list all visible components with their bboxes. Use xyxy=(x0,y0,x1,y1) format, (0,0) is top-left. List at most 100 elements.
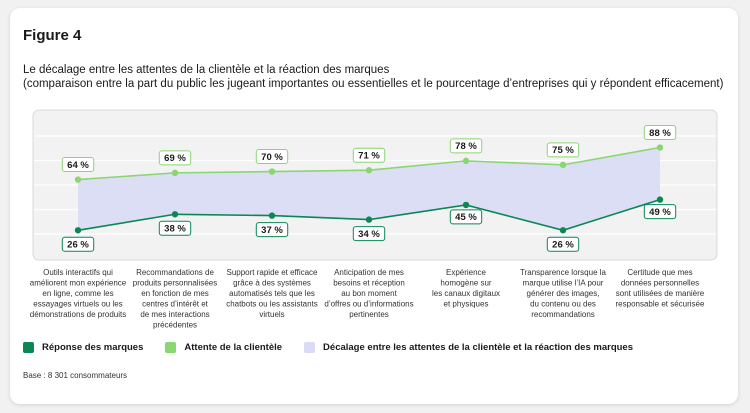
data-label-customer-box xyxy=(255,149,289,165)
data-label-brand: 38 % xyxy=(164,224,186,235)
x-tick-label-line: démonstrations de produits xyxy=(30,310,127,319)
point-customer xyxy=(656,144,664,151)
data-label-brand-box xyxy=(643,204,677,220)
data-label-brand: 37 % xyxy=(261,225,283,236)
data-label-customer-box xyxy=(546,142,580,158)
point-customer xyxy=(74,176,82,183)
x-tick-label-line: recommandations xyxy=(531,310,595,319)
chart-legend: Réponse des marques Attente de la client… xyxy=(23,342,655,353)
point-brand xyxy=(656,196,664,203)
legend-item-brand: Réponse des marques xyxy=(23,342,143,353)
x-tick-label-line: chatbots ou les assistants xyxy=(226,300,318,309)
x-tick-label-line: essayages virtuels ou les xyxy=(33,300,122,309)
point-brand xyxy=(74,227,82,234)
point-customer xyxy=(559,161,567,169)
point-customer xyxy=(268,168,276,175)
point-brand xyxy=(559,227,567,234)
data-label-customer: 64 % xyxy=(67,160,89,171)
x-tick-label-line: au bon moment xyxy=(341,289,397,298)
x-tick-label-line: du contenu ou des xyxy=(530,300,596,309)
legend-item-customer: Attente de la clientèle xyxy=(165,342,282,353)
data-label-customer-box xyxy=(61,157,95,173)
point-customer xyxy=(365,167,373,174)
x-tick-label-line: Expérience xyxy=(446,268,487,277)
x-tick-label-line: virtuels xyxy=(259,310,284,319)
data-label-brand: 49 % xyxy=(649,207,671,218)
data-label-customer: 78 % xyxy=(455,141,477,152)
point-brand xyxy=(365,216,373,223)
point-customer xyxy=(171,169,179,177)
data-label-brand-box xyxy=(546,236,580,252)
data-label-customer: 70 % xyxy=(261,152,283,163)
legend-label-brand: Réponse des marques xyxy=(42,342,144,353)
x-tick-label-line: données personnelles xyxy=(621,279,699,288)
x-tick-label-line: Outils interactifs qui xyxy=(43,268,113,277)
legend-swatch-customer xyxy=(165,342,177,353)
x-tick-label-line: centres d’intérêt et xyxy=(142,300,209,309)
data-label-brand-box xyxy=(352,226,386,242)
data-label-brand-box xyxy=(449,209,483,225)
x-tick-label-line: de mes interactions xyxy=(140,310,209,319)
figure-title: Figure 4 xyxy=(23,27,82,44)
x-tick-label-line: marque utilise l’IA pour xyxy=(523,279,604,288)
data-label-customer-box xyxy=(158,150,192,166)
legend-label-gap: Décalage entre les attentes de la client… xyxy=(323,342,633,353)
x-tick-label-line: pertinentes xyxy=(349,310,389,319)
x-tick-label-line: Support rapide et efficace xyxy=(226,268,318,277)
x-tick-label-line: en fonction de mes xyxy=(141,289,209,298)
legend-label-customer: Attente de la clientèle xyxy=(184,342,283,353)
x-tick-label-line: précédentes xyxy=(153,321,197,330)
chart-subtitle: Le décalage entre les attentes de la cli… xyxy=(23,63,723,91)
data-label-customer: 71 % xyxy=(358,151,380,162)
subtitle-line-2: (comparaison entre la part du public les… xyxy=(23,78,724,90)
data-label-brand-box xyxy=(61,236,95,252)
x-tick-label: Outils interactifs qui améliorent mon exp… xyxy=(30,268,127,319)
data-label-brand-box xyxy=(255,222,289,238)
data-label-customer: 75 % xyxy=(552,145,574,156)
x-tick-label-line: responsable et sécurisée xyxy=(616,300,705,309)
data-label-brand: 34 % xyxy=(358,229,380,240)
point-brand xyxy=(462,201,470,209)
data-label-customer-box xyxy=(352,147,386,163)
x-tick-label: Certitude que mes données personnelles son… xyxy=(616,268,705,309)
data-label-customer: 88 % xyxy=(649,128,671,139)
point-customer xyxy=(462,157,470,165)
x-tick-label: Support rapide et efficace grâce à des sy… xyxy=(226,268,318,319)
x-tick-label-line: Certitude que mes xyxy=(627,268,692,277)
point-brand xyxy=(171,211,179,218)
point-brand xyxy=(268,212,276,219)
legend-swatch-gap xyxy=(304,342,316,353)
legend-item-gap: Décalage entre les attentes de la client… xyxy=(304,342,633,353)
x-tick-label: Anticipation de mes besoins et réception a… xyxy=(324,268,413,319)
x-tick-label-line: produits personnalisées xyxy=(133,279,218,288)
x-tick-label-line: Transparence lorsque la xyxy=(520,268,607,277)
data-label-brand: 26 % xyxy=(552,240,574,251)
data-label-brand: 45 % xyxy=(455,212,477,223)
x-tick-label-line: et physiques xyxy=(444,300,489,309)
data-label-customer-box xyxy=(643,125,677,141)
data-label-brand-box xyxy=(158,220,192,236)
base-note: Base : 8 301 consommateurs xyxy=(23,371,128,380)
data-label-customer: 69 % xyxy=(164,153,186,164)
x-tick-label-line: générer des images, xyxy=(527,289,600,298)
x-tick-label-line: en ligne, comme les xyxy=(42,289,113,298)
legend-swatch-brand xyxy=(23,342,34,353)
x-tick-label: Expérience homogène sur les canaux digitau… xyxy=(432,268,500,309)
x-tick-label-line: Anticipation de mes xyxy=(334,268,404,277)
x-tick-label-line: grâce à des systèmes xyxy=(233,279,311,288)
x-tick-label-line: automatisés tels que les xyxy=(229,289,315,298)
gap-area xyxy=(78,147,660,231)
x-tick-label-line: les canaux digitaux xyxy=(432,289,500,298)
x-tick-label-line: sont utilisées de manière xyxy=(616,289,705,298)
x-tick-label: Recommandations de produits personnalisée… xyxy=(133,268,218,330)
subtitle-line-1: Le décalage entre les attentes de la cli… xyxy=(23,64,390,76)
x-tick-label: Transparence lorsque la marque utilise l’… xyxy=(520,268,607,319)
data-label-brand: 26 % xyxy=(67,240,89,251)
x-tick-label-line: Recommandations de xyxy=(136,268,214,277)
x-tick-label-line: améliorent mon expérience xyxy=(30,279,127,288)
x-tick-label-line: besoins et réception xyxy=(333,279,405,288)
data-label-customer-box xyxy=(449,138,483,154)
x-tick-label-line: homogène sur xyxy=(440,279,491,288)
x-tick-label-line: d’offres ou d’informations xyxy=(324,300,413,309)
